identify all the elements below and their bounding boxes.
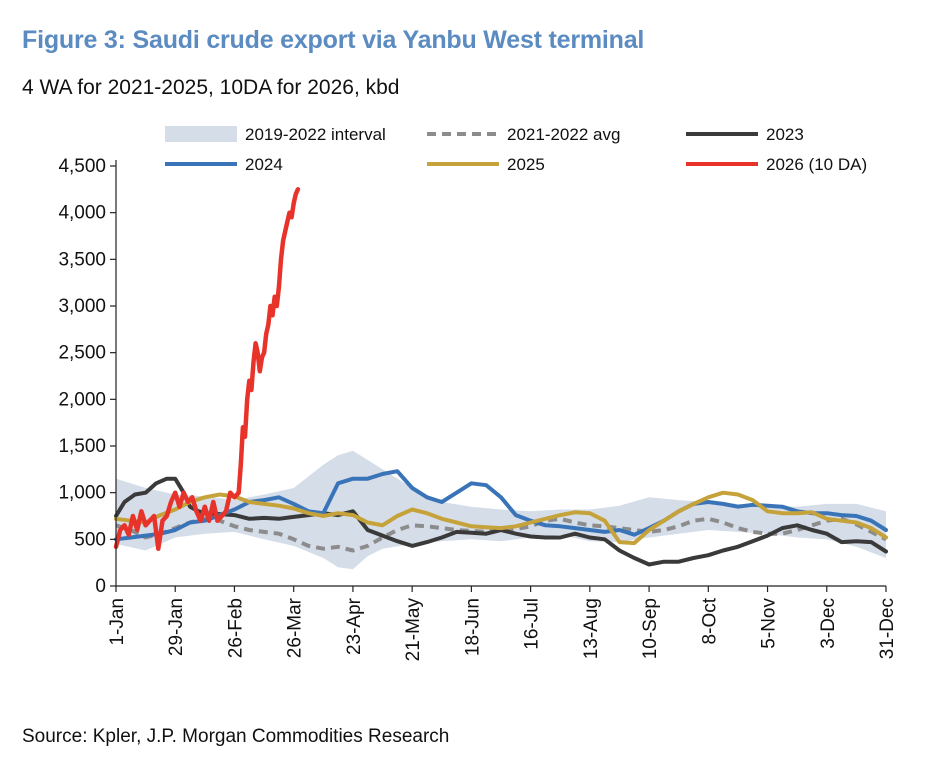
legend-label: 2019-2022 interval bbox=[245, 125, 386, 144]
chart-subtitle: 4 WA for 2021-2025, 10DA for 2026, kbd bbox=[22, 76, 400, 99]
legend-item-y2023: 2023 bbox=[686, 125, 804, 144]
x-tick-label: 3-Dec bbox=[818, 598, 839, 649]
legend-label: 2021-2022 avg bbox=[507, 125, 620, 144]
x-tick-label: 31-Dec bbox=[877, 598, 898, 659]
legend-label: 2023 bbox=[766, 125, 804, 144]
x-tick-label: 13-Aug bbox=[581, 598, 602, 659]
legend-label: 2024 bbox=[245, 155, 283, 174]
y-tick-label: 1,000 bbox=[58, 483, 106, 504]
y-tick-label: 4,500 bbox=[58, 156, 106, 177]
y-tick-label: 3,000 bbox=[58, 296, 106, 317]
series-line-2023 bbox=[114, 476, 888, 567]
legend-swatch bbox=[165, 126, 237, 142]
legend-item-avg: 2021-2022 avg bbox=[427, 125, 620, 144]
y-tick-label: 4,000 bbox=[58, 203, 106, 224]
x-tick-label: 26-Feb bbox=[226, 598, 247, 658]
x-tick-label: 8-Oct bbox=[699, 597, 720, 644]
y-tick-label: 500 bbox=[74, 529, 106, 550]
x-tick-label: 5-Nov bbox=[759, 598, 780, 649]
y-tick-label: 0 bbox=[95, 576, 106, 597]
band-area bbox=[116, 450, 886, 570]
x-tick-label: 10-Sep bbox=[640, 598, 661, 659]
y-tick-label: 2,000 bbox=[58, 389, 106, 410]
x-tick-label: 16-Jul bbox=[522, 598, 543, 650]
series-line-2025 bbox=[114, 490, 888, 546]
series-layer bbox=[113, 187, 888, 567]
band-2019-2022-interval bbox=[116, 450, 886, 570]
legend-item-y2025: 2025 bbox=[427, 155, 545, 174]
legend-item-y2024: 2024 bbox=[165, 155, 283, 174]
legend-item-band: 2019-2022 interval bbox=[165, 125, 386, 144]
y-tick-label: 3,500 bbox=[58, 249, 106, 270]
legend-label: 2025 bbox=[507, 155, 545, 174]
y-tick-label: 2,500 bbox=[58, 343, 106, 364]
y-tick-label: 1,500 bbox=[58, 436, 106, 457]
x-tick-label: 29-Jan bbox=[166, 598, 187, 656]
x-tick-label: 1-Jan bbox=[107, 598, 128, 646]
legend-item-y2026: 2026 (10 DA) bbox=[686, 155, 867, 174]
chart-title: Figure 3: Saudi crude export via Yanbu W… bbox=[22, 26, 645, 54]
legend-label: 2026 (10 DA) bbox=[766, 155, 867, 174]
axes: 0 500 1,000 1,500 2,000 2,500 3,000 3,500 4,000 4… bbox=[58, 156, 898, 661]
legend: 2019-2022 interval 2021-2022 avg 2023 2024 2… bbox=[165, 125, 867, 174]
x-tick-label: 26-Mar bbox=[285, 597, 306, 658]
series-line-2021-2022-avg bbox=[115, 516, 887, 553]
x-tick-label: 23-Apr bbox=[344, 597, 365, 655]
x-tick-label: 18-Jun bbox=[462, 598, 483, 656]
series-line-2026-10-da bbox=[113, 187, 301, 551]
source-note: Source: Kpler, J.P. Morgan Commodities R… bbox=[22, 726, 450, 747]
x-tick-label: 21-May bbox=[403, 598, 424, 662]
